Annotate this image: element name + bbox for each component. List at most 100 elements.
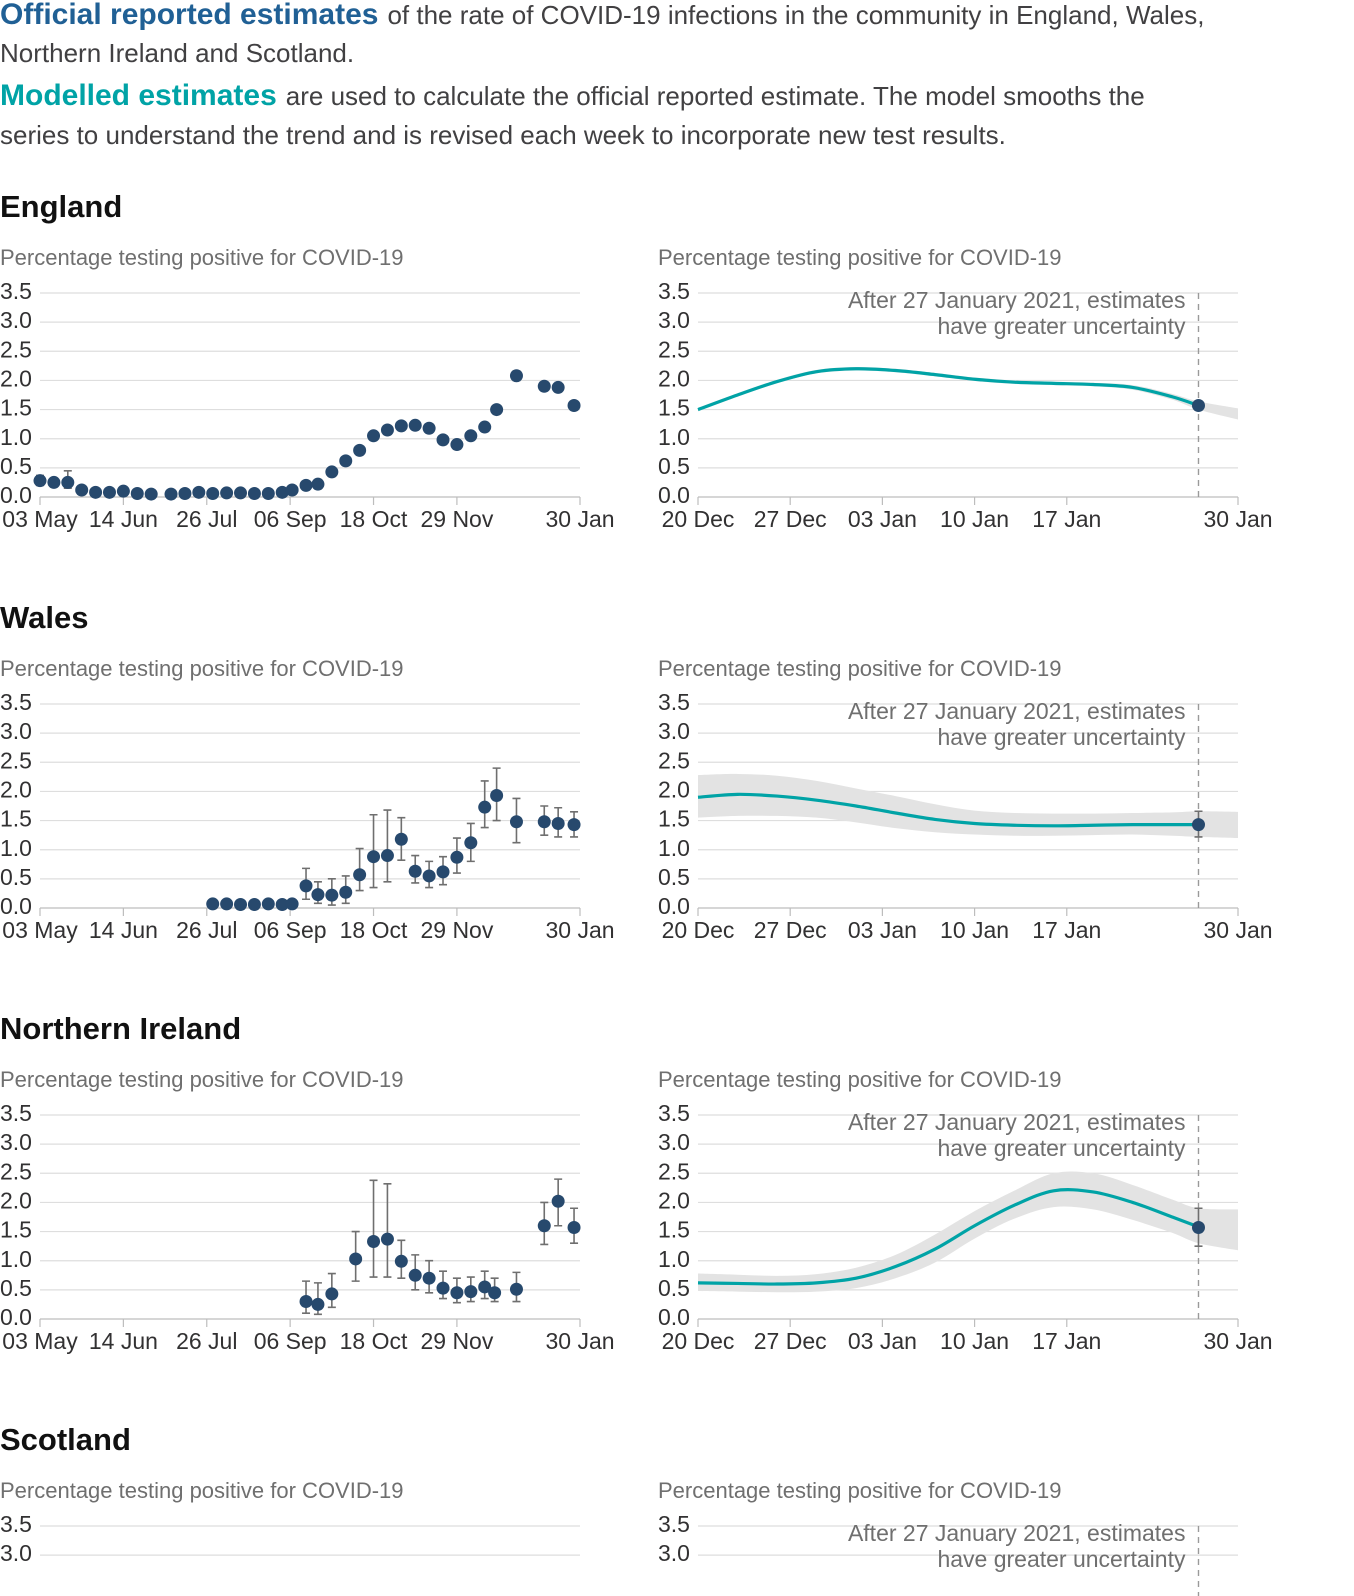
y-tick-label: 3.5 [0, 1511, 32, 1537]
y-tick-label: 3.5 [0, 278, 32, 304]
point [436, 433, 450, 447]
x-tick-label: 30 Jan [545, 506, 614, 532]
point [478, 1280, 492, 1294]
point [551, 1194, 565, 1208]
official-estimate [1191, 818, 1205, 832]
y-tick-label: 3.5 [658, 1100, 690, 1126]
point [206, 897, 220, 911]
point [261, 487, 275, 501]
annotation: After 27 January 2021, estimates [848, 698, 1186, 724]
point [478, 420, 492, 434]
y-tick-label: 1.0 [658, 1246, 690, 1272]
point [299, 478, 313, 492]
point [353, 443, 367, 457]
intro-text: of the rate of COVID-19 infections in th… [387, 0, 1204, 30]
point [275, 898, 289, 912]
point [422, 1271, 436, 1285]
x-tick-label: 20 Dec [662, 506, 735, 532]
model-line [697, 792, 1199, 828]
x-tick-label: 26 Jul [176, 1328, 237, 1354]
point [89, 485, 103, 499]
point [509, 815, 523, 829]
point [408, 1268, 422, 1282]
y-axis-label: Percentage testing positive for COVID-19 [0, 245, 404, 270]
point [509, 1282, 523, 1296]
x-tick-label: 30 Jan [1203, 917, 1272, 943]
y-tick-label: 3.5 [0, 689, 32, 715]
annotation: After 27 January 2021, estimates [848, 1520, 1186, 1546]
uncertainty-band [698, 773, 1238, 839]
x-tick-label: 06 Sep [254, 506, 327, 532]
point [551, 816, 565, 830]
point [234, 486, 248, 500]
intro-text: are used to calculate the official repor… [286, 81, 1145, 111]
y-tick-label: 0.5 [0, 453, 32, 479]
x-tick-label: 10 Jan [940, 917, 1009, 943]
point [247, 487, 261, 501]
y-tick-label: 1.5 [0, 395, 32, 421]
point [394, 419, 408, 433]
y-tick-label: 3.0 [658, 718, 690, 744]
point [367, 429, 381, 443]
annotation: have greater uncertainty [937, 313, 1186, 339]
point [234, 898, 248, 912]
point [311, 888, 325, 902]
x-tick-label: 27 Dec [754, 917, 827, 943]
x-tick-label: 30 Jan [1203, 1328, 1272, 1354]
y-tick-label: 0.0 [658, 482, 690, 508]
x-tick-label: 30 Jan [545, 917, 614, 943]
uncertainty-band [698, 1171, 1238, 1293]
point [220, 486, 234, 500]
y-axis-label: Percentage testing positive for COVID-19 [658, 1067, 1062, 1092]
point [551, 380, 565, 394]
point [192, 485, 206, 499]
point [408, 418, 422, 432]
y-tick-label: 3.0 [0, 1129, 32, 1155]
y-tick-label: 3.0 [0, 307, 32, 333]
x-tick-label: 18 Oct [340, 917, 408, 943]
point [450, 1286, 464, 1300]
point [311, 1297, 325, 1311]
x-tick-label: 27 Dec [754, 1328, 827, 1354]
x-tick-label: 18 Oct [340, 1328, 408, 1354]
point [102, 485, 116, 499]
point [422, 421, 436, 435]
point [299, 1295, 313, 1309]
x-tick-label: 26 Jul [176, 917, 237, 943]
y-axis-label: Percentage testing positive for COVID-19 [658, 245, 1062, 270]
official-estimate [1191, 1220, 1205, 1234]
point [394, 1254, 408, 1268]
point [537, 1219, 551, 1233]
point [325, 888, 339, 902]
x-tick-label: 03 May [2, 917, 78, 943]
point [436, 865, 450, 879]
x-tick-label: 03 May [2, 1328, 78, 1354]
y-tick-label: 2.0 [0, 366, 32, 392]
y-tick-label: 1.5 [658, 806, 690, 832]
point [567, 1220, 581, 1234]
x-tick-label: 30 Jan [545, 1328, 614, 1354]
y-axis-label: Percentage testing positive for COVID-19 [658, 1478, 1062, 1503]
point [325, 1287, 339, 1301]
section-title: England [0, 189, 122, 224]
point [422, 869, 436, 883]
point [353, 868, 367, 882]
y-tick-label: 0.5 [0, 864, 32, 890]
point [380, 849, 394, 863]
point [408, 864, 422, 878]
x-tick-label: 14 Jun [89, 506, 158, 532]
y-tick-label: 1.5 [658, 1217, 690, 1243]
y-tick-label: 0.0 [658, 893, 690, 919]
x-tick-label: 27 Dec [754, 506, 827, 532]
intro-text: Northern Ireland and Scotland. [0, 38, 354, 68]
point [464, 429, 478, 443]
y-tick-label: 2.5 [0, 747, 32, 773]
error-bar [369, 1179, 378, 1278]
point [367, 850, 381, 864]
y-tick-label: 3.0 [658, 1540, 690, 1566]
x-tick-label: 30 Jan [1203, 506, 1272, 532]
section-title: Northern Ireland [0, 1011, 241, 1046]
official-estimate [1191, 398, 1205, 412]
y-tick-label: 0.5 [658, 1275, 690, 1301]
